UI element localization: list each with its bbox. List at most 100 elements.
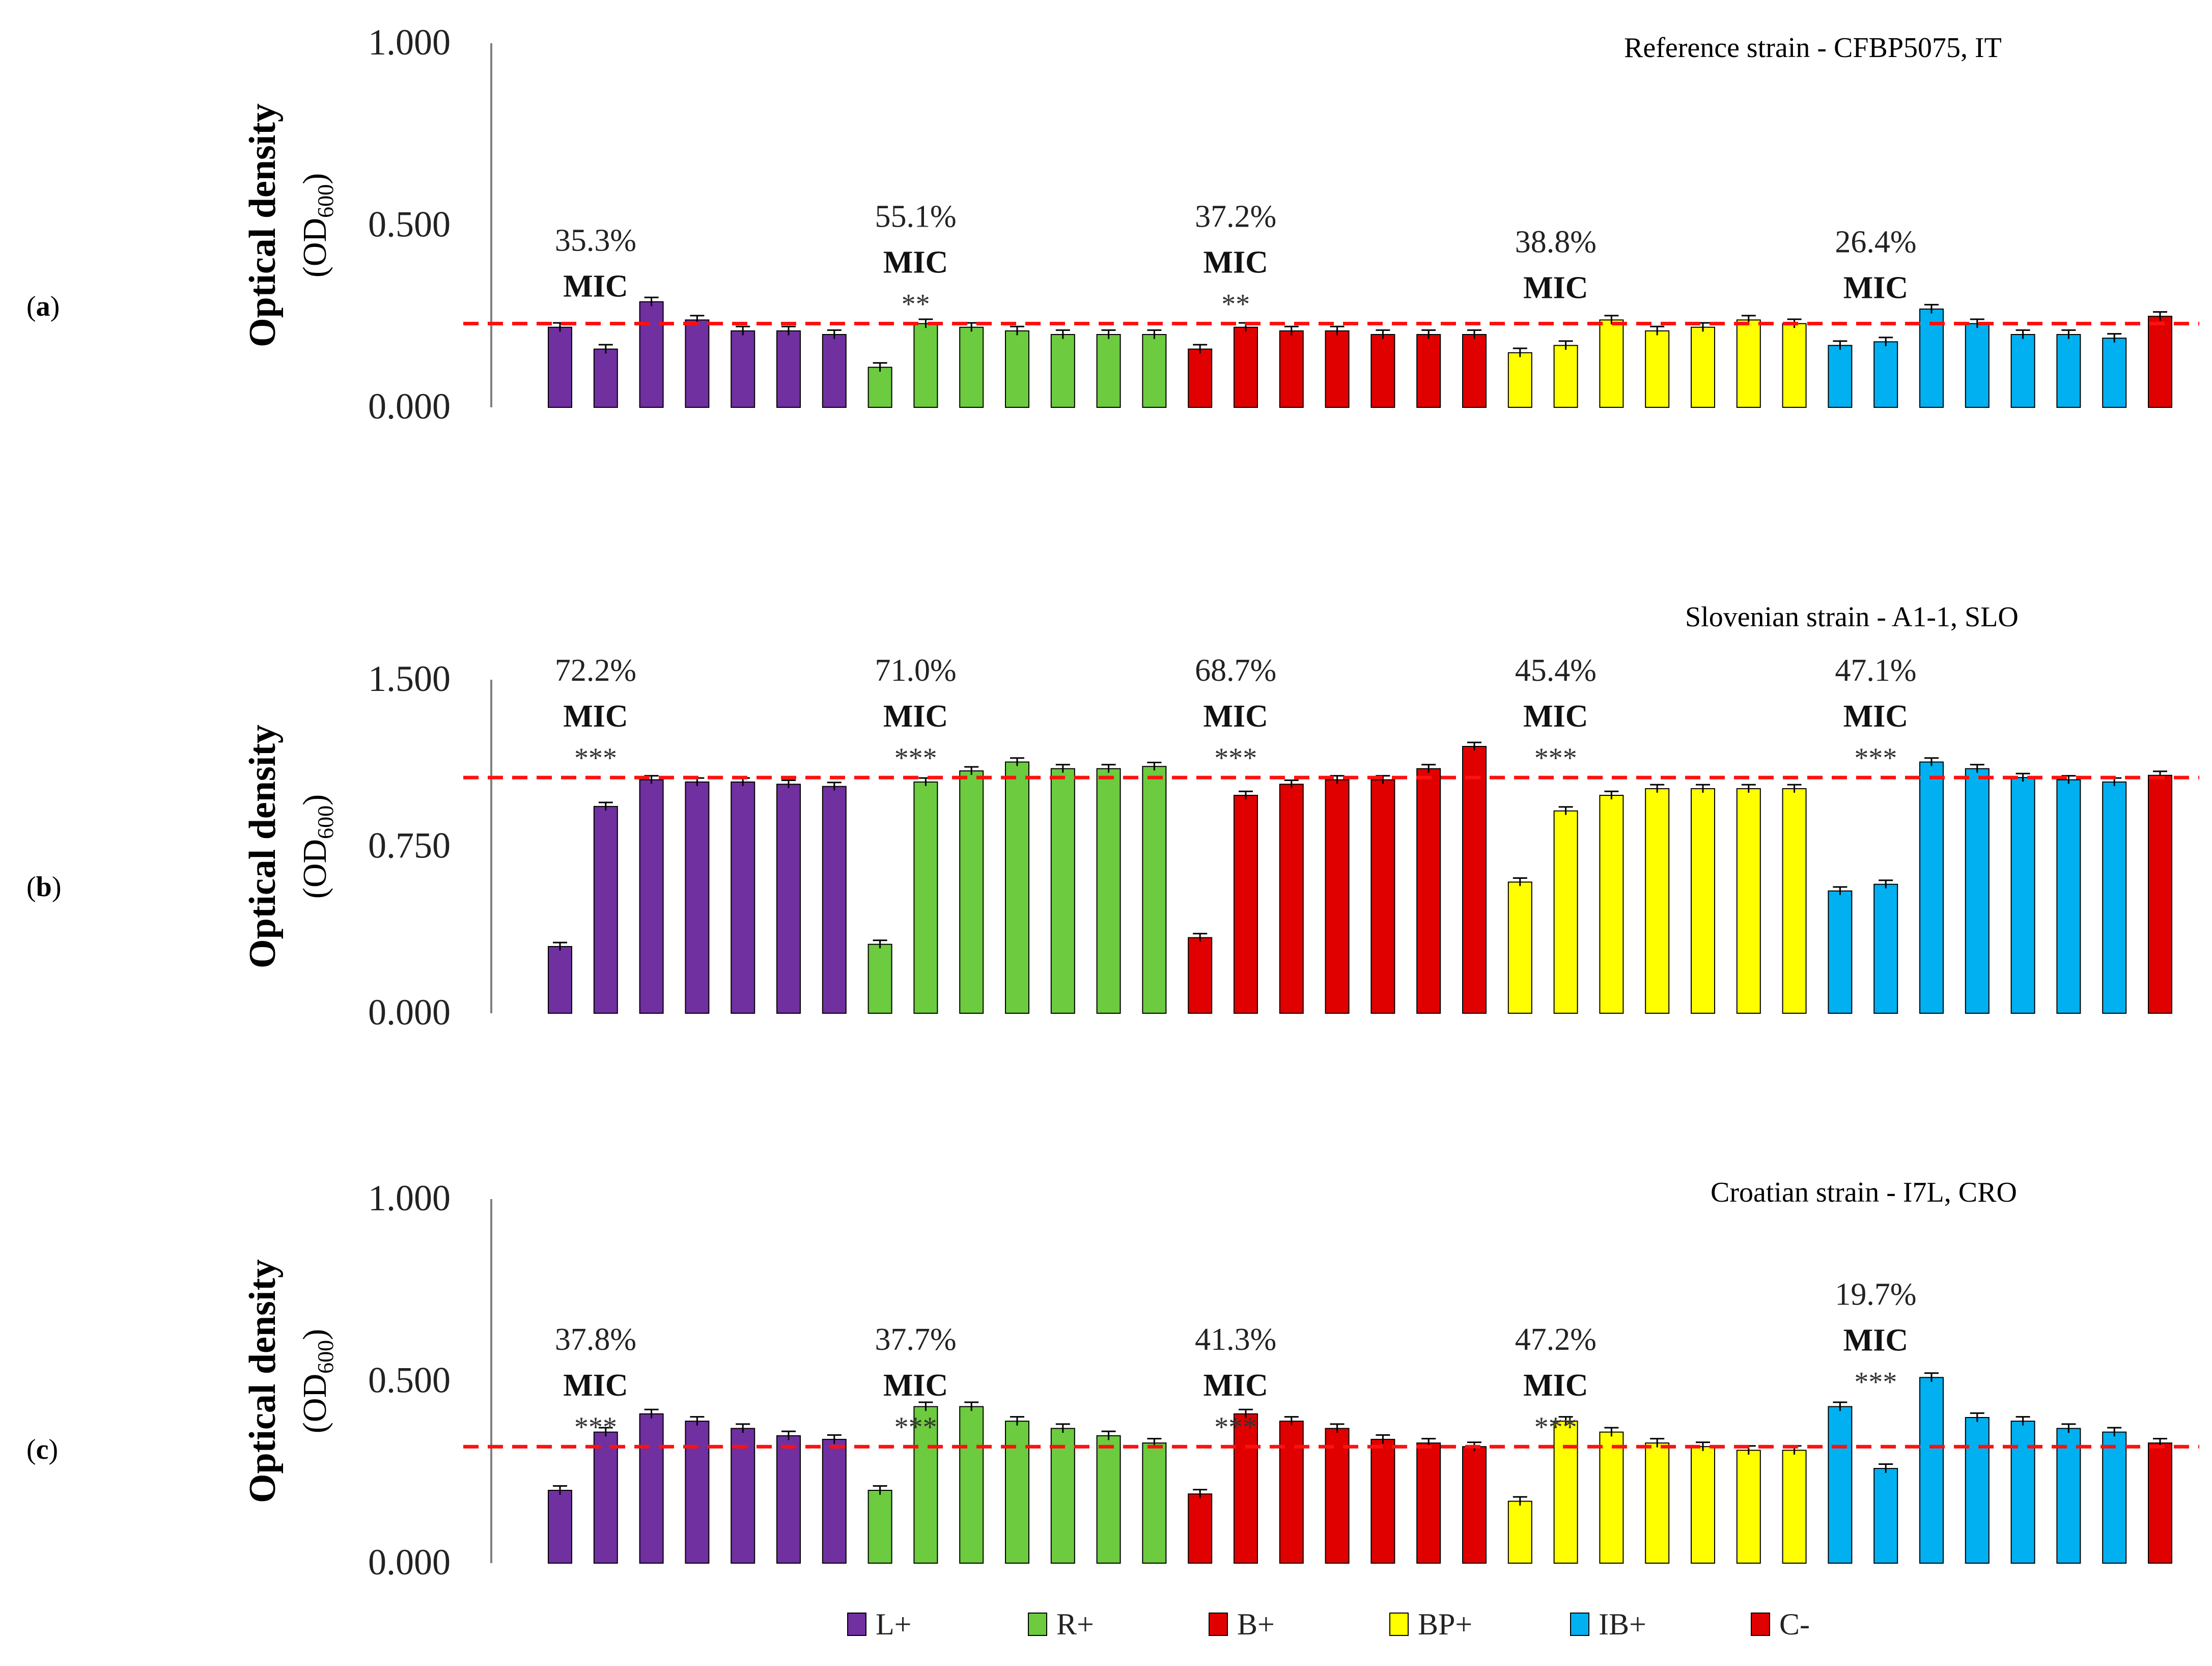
annotation-percent: 41.3% bbox=[1195, 1322, 1276, 1357]
annotation-significance: *** bbox=[1534, 742, 1577, 774]
bar-ibplus bbox=[1873, 1468, 1898, 1564]
annotation-mic: MIC bbox=[563, 1368, 628, 1403]
annotation-mic: MIC bbox=[1523, 699, 1588, 734]
bar-rplus bbox=[1142, 334, 1167, 408]
legend-swatch bbox=[847, 1613, 866, 1636]
annotation-percent: 26.4% bbox=[1835, 225, 1916, 260]
bar-bpplus bbox=[1553, 345, 1578, 408]
bar-rplus bbox=[1050, 1428, 1075, 1564]
bar-bplus bbox=[1325, 330, 1350, 408]
bar-bpplus bbox=[1599, 1431, 1624, 1564]
annotation-mic: MIC bbox=[1203, 1368, 1268, 1403]
bar-ibplus bbox=[1965, 1417, 1990, 1564]
legend-label: R+ bbox=[1056, 1607, 1094, 1641]
panel-label-text: (c) bbox=[26, 1434, 58, 1465]
annotation-percent: 19.7% bbox=[1835, 1278, 1916, 1312]
annotation-mic: MIC bbox=[1843, 699, 1908, 734]
panel-label-text: (a) bbox=[26, 291, 60, 322]
annotation-significance: *** bbox=[1214, 1411, 1257, 1443]
bar-rplus bbox=[1096, 334, 1121, 408]
bar-bpplus bbox=[1782, 323, 1807, 408]
bar-rplus bbox=[959, 1406, 984, 1564]
bar-bplus bbox=[1234, 795, 1258, 1014]
bar-bpplus bbox=[1553, 810, 1578, 1014]
annotation-significance: *** bbox=[894, 1411, 937, 1443]
bar-bpplus bbox=[1736, 1450, 1761, 1564]
y-axis-label-unit: (OD600) bbox=[296, 794, 338, 899]
bar-lplus bbox=[822, 1438, 847, 1564]
bar-rplus bbox=[867, 367, 892, 408]
bar-ibplus bbox=[1965, 323, 1990, 408]
bar-rplus bbox=[1096, 768, 1121, 1014]
bar-ibplus bbox=[1828, 1406, 1853, 1564]
bar-bplus bbox=[1370, 779, 1395, 1014]
legend-swatch bbox=[1389, 1613, 1409, 1636]
annotation-mic: MIC bbox=[883, 1368, 948, 1403]
bar-bplus bbox=[1462, 334, 1487, 408]
annotation-significance: *** bbox=[894, 742, 937, 774]
bar-rplus bbox=[1050, 334, 1075, 408]
bar-bpplus bbox=[1599, 319, 1624, 408]
y-tick-label: 0.000 bbox=[368, 992, 451, 1033]
annotation-significance: *** bbox=[1214, 742, 1257, 774]
bar-bpplus bbox=[1645, 1442, 1670, 1564]
annotation-mic: MIC bbox=[563, 699, 628, 734]
bar-bpplus bbox=[1507, 1501, 1532, 1564]
y-axis-label-unit: (OD600) bbox=[296, 1329, 338, 1433]
bar-ibplus bbox=[1965, 768, 1990, 1014]
annotation-percent: 35.3% bbox=[555, 224, 636, 258]
bar-lplus bbox=[593, 1431, 618, 1564]
annotation-percent: 55.1% bbox=[875, 200, 957, 234]
bar-rplus bbox=[867, 943, 892, 1014]
bar-bplus bbox=[1370, 1438, 1395, 1564]
bar-lplus bbox=[685, 1421, 710, 1564]
legend-label: C- bbox=[1779, 1607, 1810, 1641]
bar-bpplus bbox=[1645, 788, 1670, 1014]
legend-label: IB+ bbox=[1599, 1607, 1646, 1641]
annotation-percent: 47.1% bbox=[1835, 653, 1916, 688]
legend: L+ R+ B+ BP+ IB+ C- bbox=[847, 1607, 1810, 1641]
annotation-significance: *** bbox=[1854, 1367, 1897, 1398]
annotation-mic: MIC bbox=[883, 699, 948, 734]
bar-lplus bbox=[731, 1428, 755, 1564]
chart-panel-2: (b) 0.000 0.750 1.500 Optical density (OD600)… bbox=[26, 653, 2199, 1033]
charts-layer: (a) 0.000 0.500 1.000 Optical density (OD600)… bbox=[26, 22, 2199, 1582]
annotation-percent: 47.2% bbox=[1515, 1322, 1597, 1357]
bar-ibplus bbox=[2056, 779, 2081, 1014]
bar-ibplus bbox=[2056, 1428, 2081, 1564]
bar-lplus bbox=[593, 348, 618, 408]
legend-label: B+ bbox=[1237, 1607, 1275, 1641]
bar-cminus bbox=[2148, 316, 2172, 408]
bar-lplus bbox=[548, 946, 572, 1014]
annotation-percent: 37.7% bbox=[875, 1322, 957, 1357]
bar-rplus bbox=[1142, 766, 1167, 1014]
bar-bplus bbox=[1234, 326, 1258, 408]
bar-lplus bbox=[639, 1413, 664, 1564]
bar-lplus bbox=[822, 334, 847, 408]
annotation-percent: 72.2% bbox=[555, 653, 636, 688]
bar-bpplus bbox=[1736, 319, 1761, 408]
bar-lplus bbox=[776, 784, 801, 1014]
y-tick-label: 0.500 bbox=[368, 1360, 451, 1401]
bar-lplus bbox=[548, 1490, 572, 1564]
annotation-significance: ** bbox=[1221, 289, 1250, 320]
bar-rplus bbox=[913, 781, 938, 1014]
bar-lplus bbox=[685, 319, 710, 408]
bar-ibplus bbox=[2010, 777, 2035, 1014]
bar-lplus bbox=[776, 330, 801, 408]
bar-ibplus bbox=[2102, 1431, 2127, 1564]
annotation-significance: *** bbox=[1854, 742, 1897, 774]
bar-lplus bbox=[776, 1435, 801, 1564]
y-tick-label: 0.750 bbox=[368, 825, 451, 866]
y-tick-label: 0.000 bbox=[368, 1542, 451, 1582]
chart-title-c: Croatian strain - I7L, CRO bbox=[1711, 1177, 2017, 1208]
bar-bplus bbox=[1325, 1428, 1350, 1564]
y-axis-label: Optical density bbox=[242, 103, 284, 347]
bar-bpplus bbox=[1553, 1421, 1578, 1564]
annotation-percent: 37.8% bbox=[555, 1322, 636, 1357]
bar-rplus bbox=[1096, 1435, 1121, 1564]
bar-bplus bbox=[1188, 1493, 1213, 1564]
bar-bplus bbox=[1234, 1413, 1258, 1564]
bar-ibplus bbox=[2056, 334, 2081, 408]
annotation-percent: 45.4% bbox=[1515, 653, 1597, 688]
